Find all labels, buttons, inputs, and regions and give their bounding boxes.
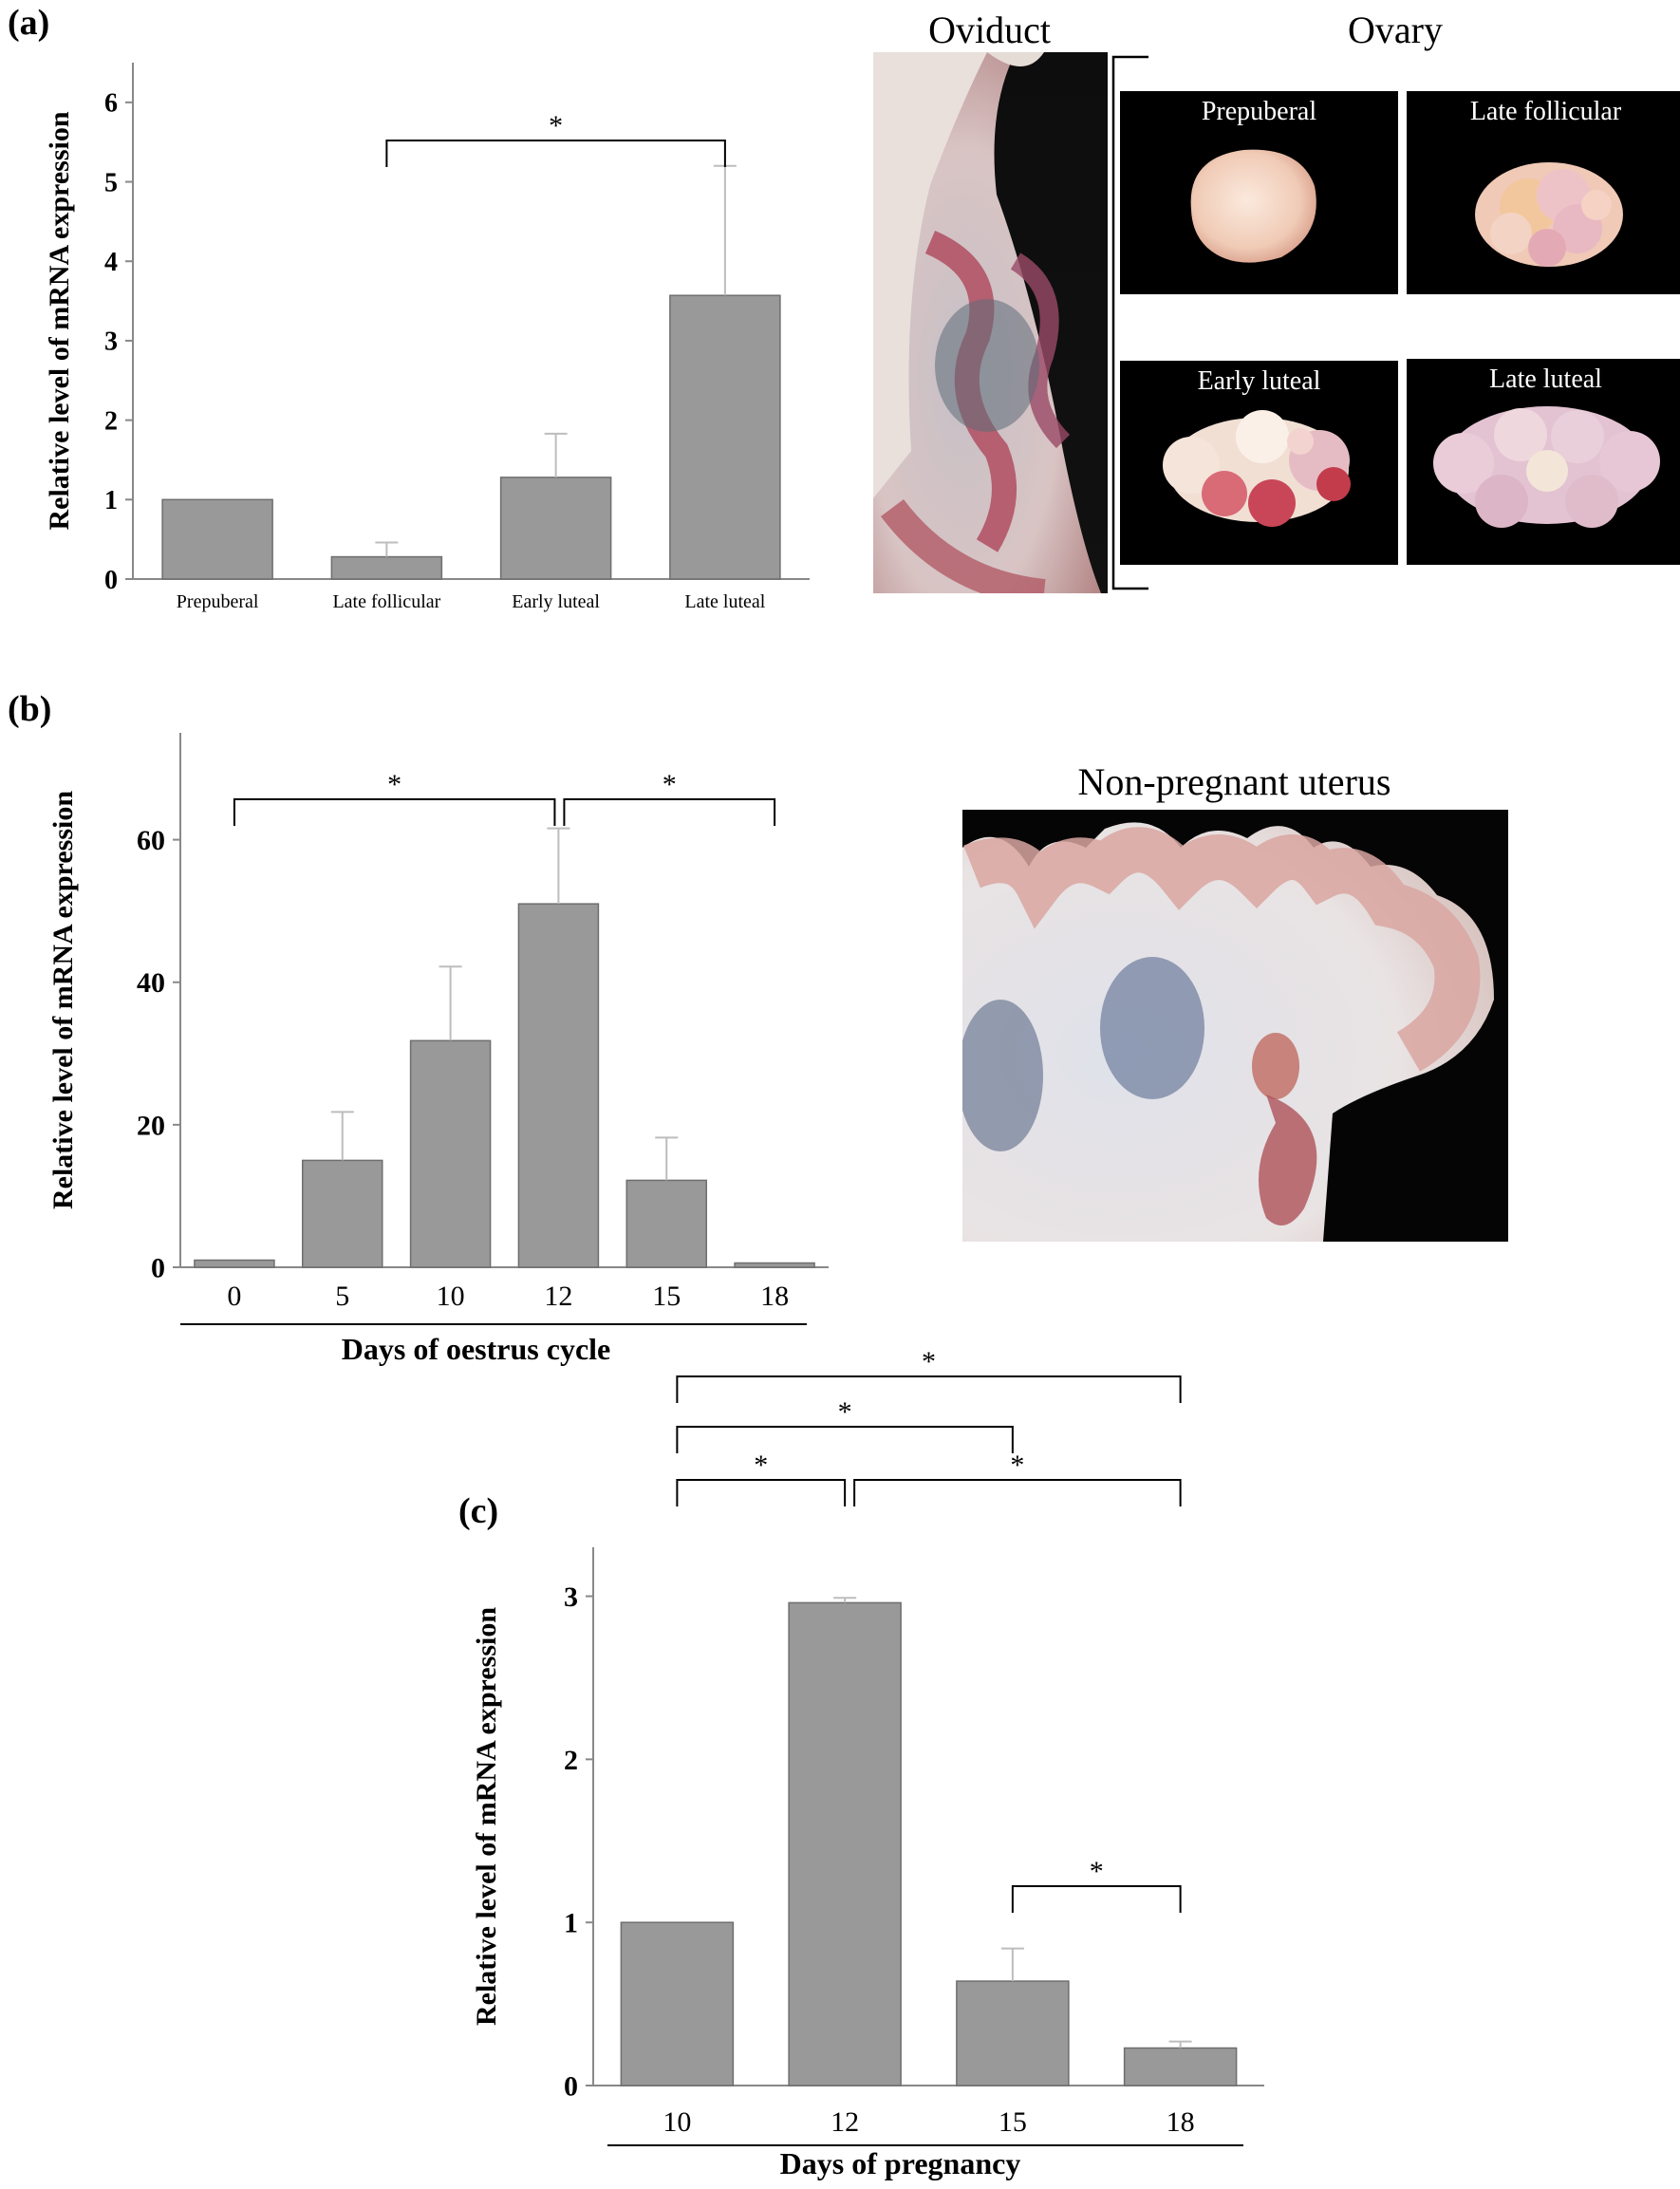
significance-bracket <box>853 1479 1182 1506</box>
uterus-photo <box>962 810 1508 1242</box>
x-axis-label: Days of pregnancy <box>780 2146 1021 2180</box>
significance-bracket <box>1011 1885 1182 1913</box>
bar <box>499 477 612 580</box>
ovary-caption-late-follicular: Late follicular <box>1469 97 1622 126</box>
uterus-title: Non-pregnant uterus <box>1077 760 1391 803</box>
x-tick-label: 10 <box>437 1281 465 1312</box>
ovary-image-early-luteal: Early luteal <box>1120 361 1398 565</box>
significance-bracket <box>385 140 726 167</box>
bar <box>669 294 781 580</box>
significance-bracket <box>676 1426 1014 1453</box>
panel-label-a: (a) <box>8 3 50 43</box>
x-tick-label: 5 <box>335 1281 349 1312</box>
x-tick-label: Late follicular <box>332 591 440 612</box>
y-tick-label: 3 <box>564 1581 578 1613</box>
panel-label-b: (b) <box>8 689 52 729</box>
x-tick-label: 18 <box>1167 2106 1195 2138</box>
y-tick-label: 40 <box>137 967 165 999</box>
x-tick-label: 15 <box>652 1281 681 1312</box>
significance-bracket <box>563 798 776 826</box>
bar <box>788 1601 902 2086</box>
y-axis-label: Relative level of mRNA expression <box>471 1607 502 2026</box>
ovary-title: Ovary <box>1348 9 1443 51</box>
y-axis-label: Relative level of mRNA expression <box>47 791 79 1209</box>
bar <box>1123 2047 1238 2086</box>
significance-label: * <box>387 769 401 800</box>
ovary-image-prepuberal: Prepuberal <box>1120 91 1398 294</box>
significance-label: * <box>1010 1450 1024 1481</box>
x-tick-label: 18 <box>760 1281 789 1312</box>
significance-label: * <box>663 769 677 800</box>
significance-label: * <box>838 1396 852 1428</box>
significance-bracket <box>676 1479 847 1506</box>
significance-label: * <box>549 110 563 141</box>
x-tick-label: Early luteal <box>512 591 600 612</box>
bar <box>330 555 443 580</box>
chart-b-expression-oestrus-cycle: 0 20 40 60 Relative level of mRNA expression… <box>47 733 829 1366</box>
y-tick-label: 6 <box>104 89 118 119</box>
x-tick-label: 10 <box>663 2106 691 2138</box>
significance-label: * <box>1090 1856 1104 1887</box>
y-tick-label: 1 <box>564 1908 578 1939</box>
y-tick-label: 2 <box>564 1745 578 1776</box>
bar <box>194 1259 275 1268</box>
significance-label: * <box>754 1450 768 1481</box>
x-tick-label: 0 <box>227 1281 241 1312</box>
panel-label-c: (c) <box>458 1491 499 1531</box>
y-tick-label: 0 <box>104 566 118 595</box>
ovary-image-late-follicular: Late follicular <box>1407 91 1680 294</box>
bar <box>620 1921 735 2086</box>
bar <box>161 498 273 580</box>
ovary-caption-prepuberal: Prepuberal <box>1201 97 1317 126</box>
y-tick-label: 2 <box>104 406 118 436</box>
oviduct-title: Oviduct <box>928 9 1051 51</box>
chart-a-expression-by-stage: 0 1 2 3 4 5 6 Relative level of mRNA expression… <box>44 63 810 612</box>
y-tick-label: 20 <box>137 1110 165 1141</box>
bar <box>956 1980 1070 2086</box>
y-tick-label: 60 <box>137 825 165 856</box>
significance-bracket <box>233 798 556 826</box>
y-tick-label: 3 <box>104 327 118 357</box>
y-tick-label: 1 <box>104 486 118 515</box>
y-axis-label: Relative level of mRNA expression <box>44 111 75 530</box>
ovary-image-late-luteal: Late luteal <box>1407 359 1680 565</box>
bar <box>625 1179 707 1268</box>
x-tick-label: 12 <box>544 1281 572 1312</box>
bar <box>409 1039 492 1268</box>
x-tick-label: 12 <box>831 2106 859 2138</box>
x-tick-label: Prepuberal <box>177 591 259 612</box>
y-tick-label: 0 <box>151 1253 165 1284</box>
x-tick-label: Late luteal <box>684 591 765 612</box>
significance-bracket <box>676 1375 1182 1403</box>
bar <box>734 1262 815 1268</box>
ovary-bracket <box>1111 55 1148 590</box>
significance-label: * <box>922 1346 936 1377</box>
y-tick-label: 4 <box>104 248 118 277</box>
ovary-caption-late-luteal: Late luteal <box>1489 365 1602 394</box>
ovary-caption-early-luteal: Early luteal <box>1197 366 1321 396</box>
x-tick-label: 15 <box>999 2106 1027 2138</box>
bar <box>302 1159 383 1268</box>
y-tick-label: 0 <box>564 2071 578 2103</box>
bar <box>517 903 600 1268</box>
oviduct-photo <box>873 52 1108 593</box>
y-tick-label: 5 <box>104 168 118 197</box>
x-axis-label: Days of oestrus cycle <box>342 1332 610 1366</box>
